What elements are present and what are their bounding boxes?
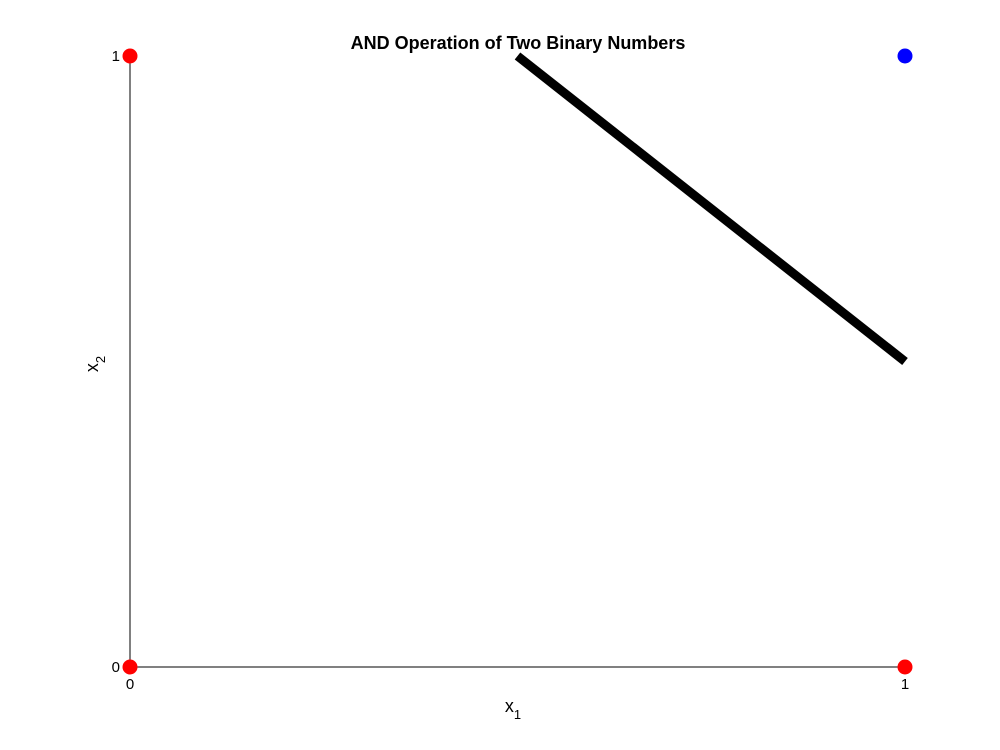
y-tick-label-0: 0: [112, 659, 120, 676]
boundary-line-layer: [514, 52, 908, 366]
x-tick-label-0: 0: [126, 676, 134, 693]
data-point-0-1: [897, 659, 913, 675]
data-point-1-0: [897, 48, 913, 64]
x-axis-label-subscript: 1: [514, 707, 521, 722]
x-tick-label-1: 1: [901, 676, 909, 693]
data-point-0-0: [122, 659, 138, 675]
y-axis-label: x2: [82, 356, 108, 372]
data-point-0-2: [122, 48, 138, 64]
x-axis-label: x1: [505, 696, 521, 722]
y-axis-label-base: x: [82, 363, 102, 372]
x-axis-label-base: x: [505, 696, 514, 716]
y-tick-label-1: 1: [112, 48, 120, 65]
y-axis-label-subscript: 2: [93, 356, 108, 363]
chart-title: AND Operation of Two Binary Numbers: [351, 33, 686, 53]
data-points-layer: [122, 48, 913, 675]
decision-boundary-line: [514, 52, 908, 366]
